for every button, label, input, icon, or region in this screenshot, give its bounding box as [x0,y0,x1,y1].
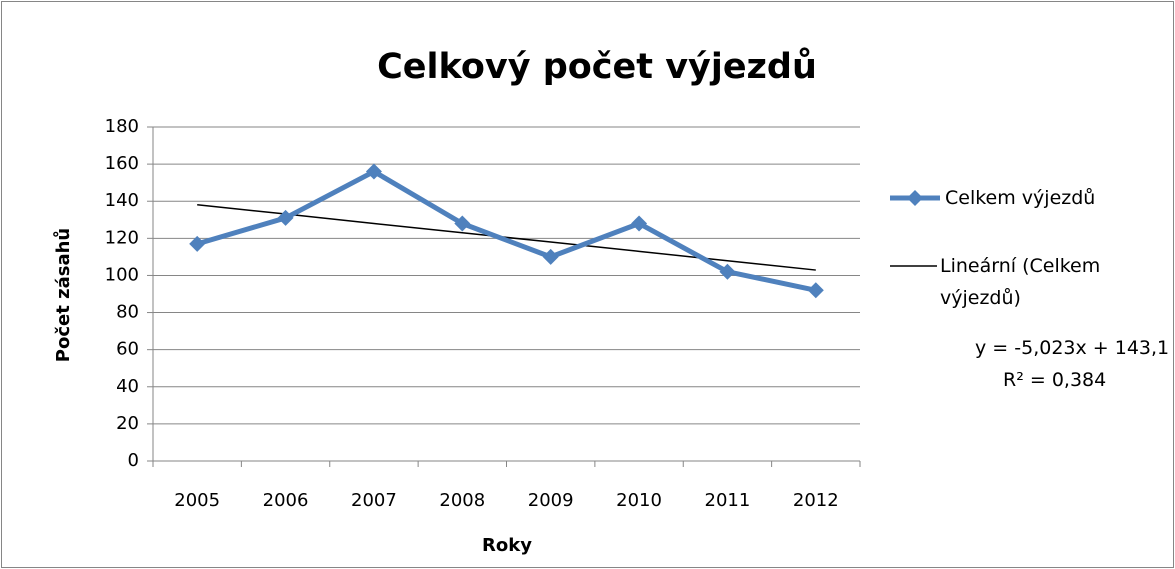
legend-label: Celkem výjezdů [945,187,1096,209]
x-axis-label: Roky [482,535,532,556]
data-point [189,235,206,252]
y-tick-label: 40 [116,376,139,397]
x-tick-label: 2008 [439,490,485,511]
y-tick-label: 20 [116,413,139,434]
data-point [454,215,471,232]
annotation: R² = 0,384 [1003,369,1107,391]
legend-label: Lineární (Celkem výjezdů) [940,255,1101,309]
data-point [365,163,382,180]
data-point [719,263,736,280]
x-tick-label: 2009 [528,490,574,511]
y-tick-label: 180 [105,116,139,137]
y-tick-label: 60 [116,339,139,360]
x-tick-label: 2010 [616,490,662,511]
trend-line [197,204,816,271]
y-tick-label: 140 [105,190,139,211]
y-tick-label: 80 [116,302,139,323]
chart-title: Celkový počet výjezdů [377,46,817,87]
legend-symbol [907,190,923,206]
x-tick-label: 2012 [793,490,839,511]
y-tick-label: 0 [128,450,139,471]
x-tick-label: 2006 [263,490,309,511]
data-point [631,215,648,232]
y-axis-label: Počet zásahů [52,228,74,362]
x-tick-label: 2011 [705,490,751,511]
data-point [807,282,824,299]
data-point [277,209,294,226]
y-tick-label: 160 [105,153,139,174]
y-tick-label: 100 [105,264,139,285]
annotation: y = -5,023x + 143,1 [975,337,1170,359]
data-point [542,248,559,265]
data-line [196,169,817,293]
x-tick-label: 2007 [351,490,397,511]
x-tick-label: 2005 [174,490,220,511]
y-tick-label: 120 [105,227,139,248]
